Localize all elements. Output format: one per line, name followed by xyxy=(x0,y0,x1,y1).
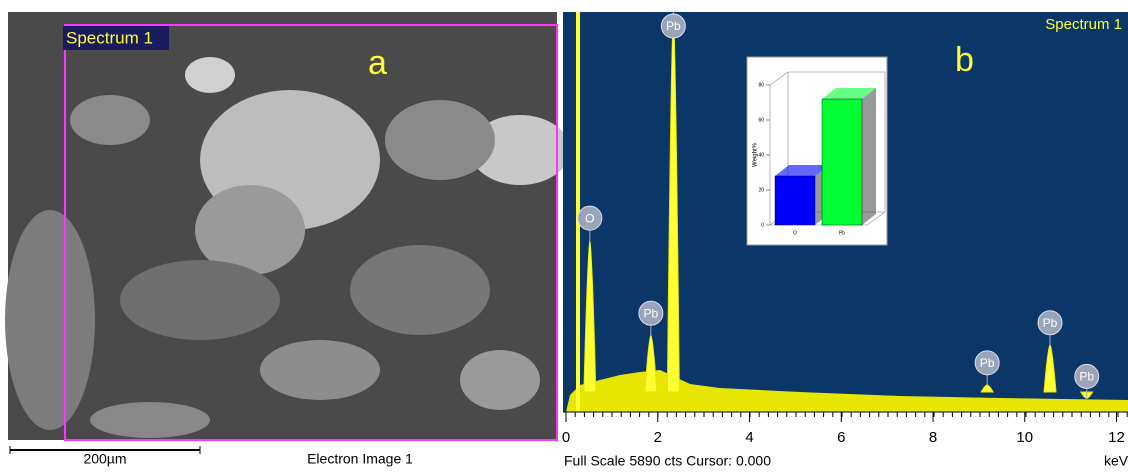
inset-y-label: Weight% xyxy=(753,142,759,167)
peak-label: Pb xyxy=(1043,316,1058,330)
inset-bar xyxy=(822,99,862,225)
panel-label: b xyxy=(955,41,974,79)
inset-y-tick-label: 20 xyxy=(758,187,764,193)
peak-label: Pb xyxy=(980,356,995,370)
x-tick-label: 12 xyxy=(1108,429,1125,446)
x-tick-label: 4 xyxy=(745,429,753,446)
x-tick-label: 6 xyxy=(837,429,845,446)
peak-label: Pb xyxy=(666,19,681,33)
inset-x-label: O xyxy=(793,230,797,236)
inset-bar xyxy=(775,176,815,225)
panel-label: a xyxy=(368,44,387,82)
footer: Full Scale 5890 cts Cursor: 0.000 xyxy=(564,453,771,469)
inset-y-tick-label: 80 xyxy=(758,82,764,88)
x-tick-label: 0 xyxy=(562,429,570,446)
scale-label: 200µm xyxy=(83,451,126,467)
inset-x-label: Pb xyxy=(839,230,845,236)
x-tick-label: 2 xyxy=(654,429,662,446)
inset-y-tick-label: 40 xyxy=(758,152,764,158)
x-tick-label: 10 xyxy=(1016,429,1033,446)
peak-label: O xyxy=(585,211,594,225)
x-unit: keV xyxy=(1104,453,1128,469)
peak-label: Pb xyxy=(1079,370,1094,384)
x-tick-label: 8 xyxy=(929,429,937,446)
figure: Spectrum 1 a 200µm Electron Image 1 Spec… xyxy=(0,0,1128,470)
spectrum-title: Spectrum 1 xyxy=(1045,16,1122,33)
spectrum-label: Spectrum 1 xyxy=(66,28,153,47)
caption: Electron Image 1 xyxy=(307,451,413,467)
inset-y-tick-label: 0 xyxy=(761,222,764,228)
inset-bar-side xyxy=(862,88,876,225)
peak-label: Pb xyxy=(644,306,659,320)
inset-y-tick-label: 60 xyxy=(758,117,764,123)
sem-image xyxy=(5,12,570,440)
